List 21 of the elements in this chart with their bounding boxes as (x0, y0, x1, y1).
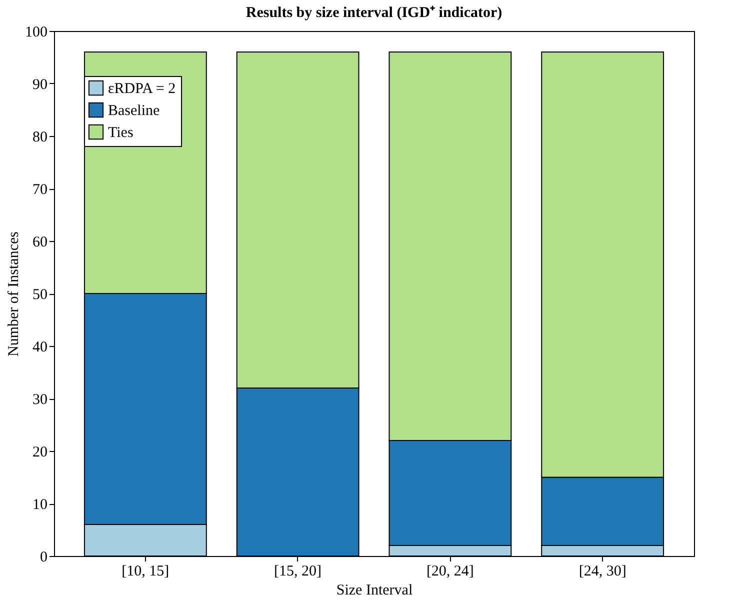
y-tick-label: 40 (32, 340, 48, 356)
y-tick-label: 90 (32, 77, 48, 93)
y-tick-label: 80 (32, 130, 48, 146)
x-axis-title: Size Interval (336, 582, 413, 598)
y-tick-label: 100 (25, 24, 48, 40)
chart-title: Results by size interval (IGD⁺ indicator) (246, 5, 502, 21)
y-tick-label: 10 (32, 497, 48, 513)
y-tick-label: 60 (32, 234, 48, 250)
x-tick-label: [24, 30] (578, 564, 626, 580)
y-tick-label: 30 (32, 392, 48, 408)
y-tick-label: 0 (40, 550, 48, 566)
y-tick-label: 50 (32, 287, 48, 303)
legend-label: Baseline (108, 103, 160, 119)
legend-label: εRDPA = 2 (108, 81, 176, 97)
y-tick-label: 20 (32, 444, 48, 460)
legend-label: Ties (108, 125, 134, 141)
y-tick-label: 70 (32, 182, 48, 198)
y-axis-title: Number of Instances (6, 231, 22, 356)
x-tick-label: [15, 20] (274, 564, 322, 580)
x-tick-label: [20, 24] (426, 564, 474, 580)
x-tick-label: [10, 15] (122, 564, 170, 580)
